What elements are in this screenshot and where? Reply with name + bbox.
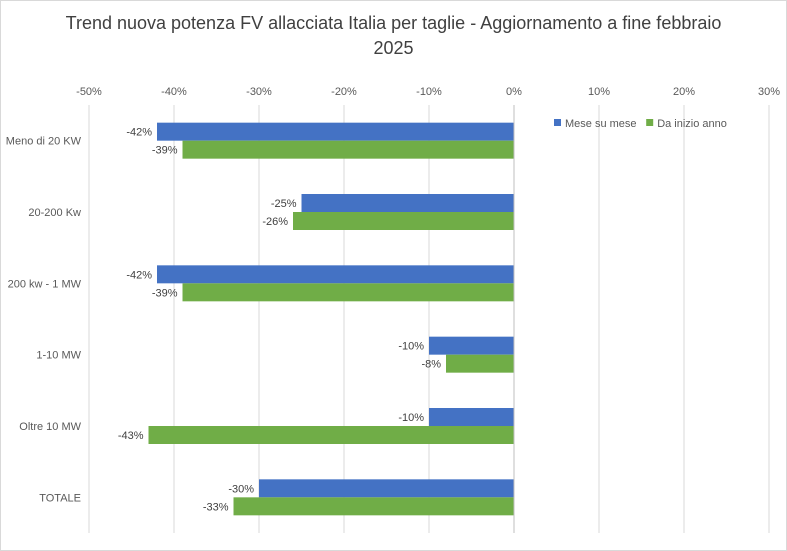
- data-label: -39%: [152, 145, 178, 157]
- bar-da-inizio-anno: [446, 354, 514, 373]
- bar-mese-su-mese: [157, 265, 514, 284]
- x-tick-label: 20%: [673, 86, 695, 98]
- category-label: Oltre 10 MW: [19, 421, 81, 433]
- legend-label: Da inizio anno: [657, 118, 727, 130]
- legend-swatch: [554, 119, 561, 126]
- data-label: -10%: [398, 341, 424, 353]
- x-tick-label: 10%: [588, 86, 610, 98]
- category-label: Meno di 20 KW: [6, 136, 82, 148]
- x-tick-label: -20%: [331, 86, 357, 98]
- data-label: -33%: [203, 501, 229, 513]
- x-tick-label: 30%: [758, 86, 780, 98]
- data-label: -10%: [398, 412, 424, 424]
- x-tick-label: -10%: [416, 86, 442, 98]
- data-label: -8%: [421, 359, 441, 371]
- bar-da-inizio-anno: [233, 497, 514, 516]
- bar-da-inizio-anno: [148, 426, 514, 444]
- bar-mese-su-mese: [429, 336, 514, 355]
- bar-mese-su-mese: [157, 122, 514, 141]
- bar-mese-su-mese: [429, 408, 514, 426]
- data-label: -43%: [118, 430, 144, 442]
- chart-title: Trend nuova potenza FV allacciata Italia…: [65, 13, 722, 58]
- bar-mese-su-mese: [301, 194, 514, 212]
- category-label: 200 kw - 1 MW: [8, 278, 82, 290]
- category-label: 1-10 MW: [36, 350, 81, 362]
- bar-da-inizio-anno: [293, 212, 514, 230]
- data-label: -42%: [126, 127, 152, 139]
- data-label: -42%: [126, 269, 152, 281]
- bar-da-inizio-anno: [182, 283, 514, 302]
- legend-label: Mese su mese: [565, 118, 637, 130]
- data-label: -30%: [228, 483, 254, 495]
- bar-da-inizio-anno: [182, 140, 514, 159]
- data-label: -39%: [152, 287, 178, 299]
- x-tick-label: 0%: [506, 86, 522, 98]
- data-label: -25%: [271, 198, 297, 210]
- x-tick-label: -40%: [161, 86, 187, 98]
- bar-mese-su-mese: [259, 479, 514, 498]
- x-tick-label: -50%: [76, 86, 102, 98]
- category-label: 20-200 Kw: [28, 207, 81, 219]
- x-tick-label: -30%: [246, 86, 272, 98]
- data-label: -26%: [262, 216, 288, 228]
- legend-swatch: [646, 119, 654, 126]
- category-label: TOTALE: [39, 492, 81, 504]
